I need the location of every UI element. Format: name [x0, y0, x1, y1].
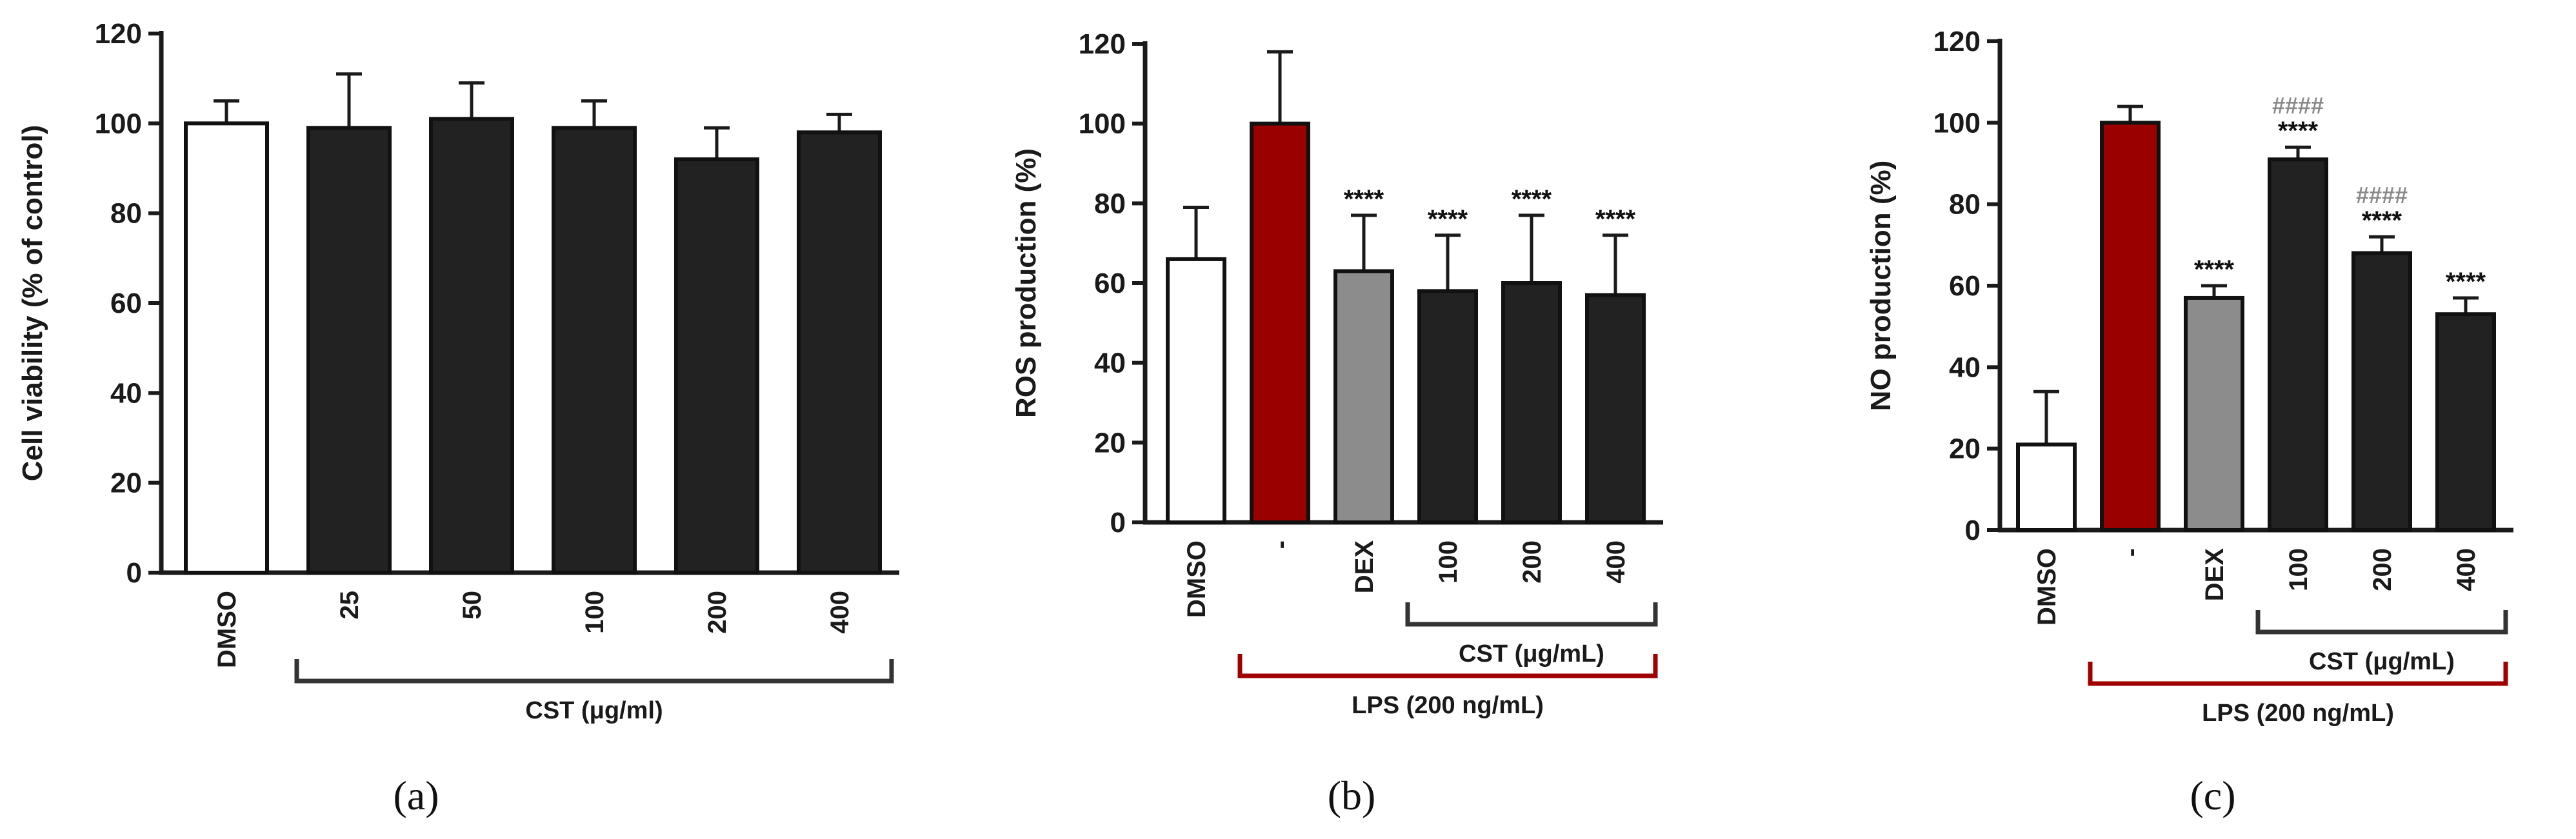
star-significance: **** — [2362, 206, 2402, 235]
y-axis-title: NO production (%) — [1865, 161, 1897, 411]
chart-panel-3: 0 20 40 60 80 100 120 NO production (%) DMSO - DEX… — [1865, 26, 2513, 818]
category-label: 400 — [826, 591, 854, 634]
bar — [184, 121, 269, 575]
y-tick-label: 80 — [1094, 188, 1126, 219]
star-significance: **** — [1344, 185, 1384, 213]
category-label: - — [1266, 540, 1295, 549]
category-label: - — [2117, 548, 2145, 557]
bar — [1417, 289, 1478, 524]
group-bracket — [2255, 610, 2508, 635]
group-bracket — [1237, 654, 1658, 678]
bar — [674, 157, 759, 575]
y-tick-label: 60 — [1094, 268, 1126, 299]
category-label: DEX — [2201, 548, 2229, 602]
y-tick-label: 100 — [1933, 107, 1981, 139]
category-label: DMSO — [2033, 548, 2061, 626]
bar — [1585, 293, 1646, 524]
bar — [429, 117, 514, 575]
bar — [2351, 251, 2412, 532]
category-label: 200 — [2368, 548, 2397, 591]
y-tick-label: 40 — [110, 377, 142, 409]
star-significance: **** — [2194, 255, 2235, 284]
bar — [2100, 121, 2161, 533]
bar — [1501, 281, 1562, 524]
bar — [2016, 442, 2077, 532]
bar — [1333, 269, 1394, 524]
y-tick-label: 20 — [1094, 427, 1126, 459]
group-bracket — [1405, 602, 1658, 627]
y-tick-label: 20 — [110, 468, 142, 499]
y-tick-label: 0 — [126, 557, 142, 589]
y-tick-label: 40 — [1949, 351, 1981, 383]
bar — [552, 126, 637, 575]
y-tick-label: 0 — [1110, 507, 1126, 538]
category-label: 200 — [1518, 540, 1546, 584]
chart-panel-1: 0 20 40 60 80 100 120 Cell viability (% of cont… — [17, 18, 899, 818]
group-label: LPS (200 ng/mL) — [2202, 700, 2394, 727]
y-tick-label: 120 — [1933, 26, 1981, 57]
y-tick-label: 100 — [1079, 108, 1126, 140]
bar — [2268, 157, 2328, 532]
category-label: 100 — [581, 591, 609, 634]
category-label: DEX — [1350, 540, 1379, 594]
y-tick-label: 120 — [95, 18, 142, 50]
bar — [797, 130, 882, 575]
bar — [306, 126, 392, 575]
y-tick-label: 100 — [95, 108, 142, 139]
y-tick-label: 0 — [1965, 515, 1981, 546]
star-significance: **** — [2446, 268, 2486, 296]
star-significance: **** — [1595, 205, 1636, 233]
group-label: CST (μg/mL) — [1459, 640, 1604, 667]
y-tick-label: 60 — [110, 288, 142, 319]
group-bracket — [2088, 662, 2508, 686]
group-label: CST (μg/mL) — [2309, 648, 2455, 675]
y-tick-label: 20 — [1949, 433, 1981, 465]
star-significance: **** — [1428, 205, 1468, 233]
y-tick-label: 120 — [1079, 28, 1126, 60]
y-tick-label: 40 — [1094, 348, 1126, 379]
panel-label: (b) — [1328, 773, 1376, 818]
category-label: 100 — [2284, 548, 2313, 591]
panel-label: (a) — [393, 773, 439, 818]
group-label: LPS (200 ng/mL) — [1352, 692, 1544, 719]
panel-label: (c) — [2190, 773, 2235, 818]
category-label: 50 — [458, 591, 486, 620]
bar — [2184, 295, 2244, 532]
bar — [1250, 121, 1310, 524]
y-tick-label: 80 — [1949, 189, 1981, 221]
hash-significance: #### — [2272, 92, 2324, 119]
y-tick-label: 80 — [110, 198, 142, 230]
bar — [2435, 312, 2496, 532]
category-label: 100 — [1434, 540, 1463, 584]
y-axis-title: Cell viability (% of control) — [17, 125, 48, 482]
category-label: DMSO — [213, 591, 241, 668]
y-axis-title: ROS production (%) — [1010, 148, 1042, 418]
y-tick-label: 60 — [1949, 270, 1981, 302]
group-bracket — [294, 659, 894, 684]
bar — [1166, 257, 1226, 524]
group-label: CST (μg/ml) — [525, 697, 663, 724]
category-label: 400 — [1602, 540, 1630, 584]
category-label: 400 — [2452, 548, 2481, 591]
category-label: 200 — [703, 591, 732, 634]
star-significance: **** — [2278, 117, 2319, 145]
category-label: DMSO — [1183, 540, 1211, 618]
star-significance: **** — [1512, 185, 1552, 213]
hash-significance: #### — [2356, 182, 2408, 208]
chart-panel-2: 0 20 40 60 80 100 120 ROS production (%) DMSO - DE… — [1010, 28, 1663, 818]
category-label: 25 — [335, 591, 364, 620]
